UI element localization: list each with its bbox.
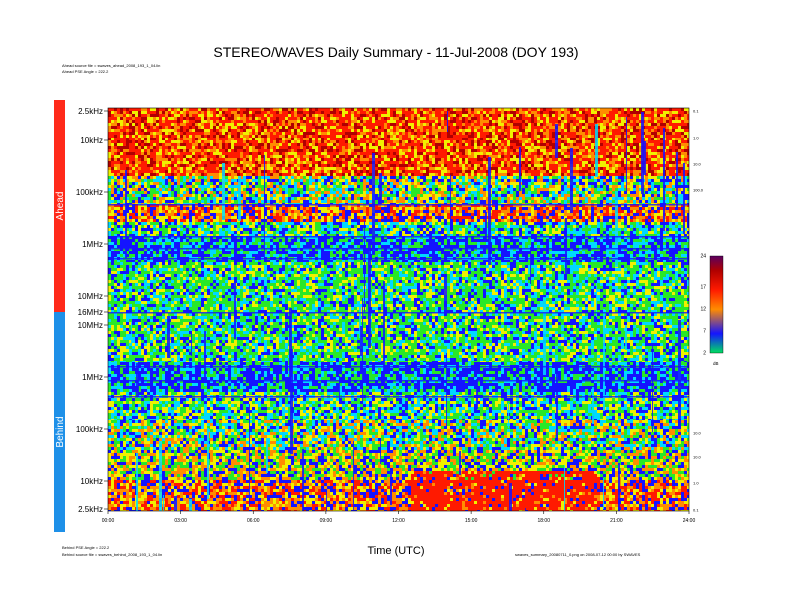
right-tick-label: 1.0: [693, 481, 699, 486]
y-tick-label: 2.5kHz: [78, 107, 103, 116]
behind-source-text: Behind source file = swaves_behind_2008_…: [62, 552, 162, 557]
y-tick-label: 1MHz: [82, 373, 103, 382]
x-tick-label: 24:00: [683, 518, 696, 524]
right-tick-label: 0.1: [693, 508, 699, 513]
y-tick-label: 100kHz: [76, 188, 103, 197]
right-tick-label: 100.0: [693, 188, 704, 193]
right-tick-label: 1.0: [693, 136, 699, 141]
x-tick-label: 00:00: [102, 518, 115, 524]
y-tick-label: 100kHz: [76, 425, 103, 434]
spectrogram-image: [108, 108, 690, 602]
credit-text: swaves_summary_20080711_0.png on 2008-07…: [515, 552, 640, 557]
right-tick-label: 10.0: [693, 162, 702, 167]
x-tick-label: 15:00: [465, 518, 478, 524]
x-tick-label: 21:00: [610, 518, 623, 524]
x-tick-label: 12:00: [392, 518, 405, 524]
colorbar-tick-label: 24: [700, 254, 706, 260]
colorbar-tick-label: 7: [703, 328, 706, 334]
colorbar-tick-label: 2: [703, 351, 706, 357]
colorbar-tick-label: 17: [700, 284, 706, 290]
colorbar: [710, 256, 723, 353]
right-tick-label: 0.1: [693, 109, 699, 114]
y-tick-label: 10MHz: [78, 292, 103, 301]
x-tick-label: 03:00: [174, 518, 187, 524]
behind-label: Behind: [55, 416, 66, 447]
y-tick-label: 16MHz: [78, 308, 103, 317]
y-tick-label: 2.5kHz: [78, 505, 103, 514]
y-tick-label: 1MHz: [82, 240, 103, 249]
y-tick-label: 10kHz: [80, 477, 103, 486]
x-tick-label: 06:00: [247, 518, 260, 524]
behind-pse-text: Behind PSE Angle = 222.2: [62, 545, 109, 550]
colorbar-unit: dB: [713, 361, 719, 366]
right-tick-label: 10.0: [693, 431, 702, 436]
right-tick-label: 10.0: [693, 455, 702, 460]
y-tick-label: 10MHz: [78, 321, 103, 330]
y-tick-label: 10kHz: [80, 136, 103, 145]
ahead-label: Ahead: [55, 192, 66, 221]
x-tick-label: 18:00: [537, 518, 550, 524]
colorbar-tick-label: 12: [700, 306, 706, 312]
x-tick-label: 09:00: [320, 518, 333, 524]
